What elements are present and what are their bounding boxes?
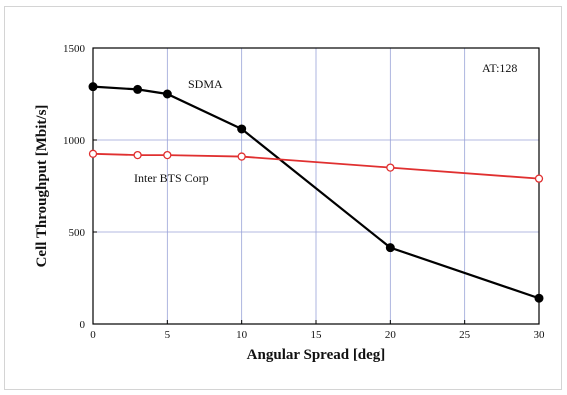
data-point-sdma	[88, 82, 98, 92]
series-line-inter-bts-corp	[92, 152, 540, 180]
x-tick-label: 10	[236, 329, 248, 341]
data-point-inter-bts-corp	[163, 150, 172, 160]
data-point-sdma	[385, 243, 395, 253]
axis-ticks: 0 5 10 15 20 25 30 0 500 1000 1500	[63, 43, 545, 341]
series-label-inter-bts-corp: Inter BTS Corp	[134, 171, 209, 185]
series-sdma	[88, 82, 544, 303]
x-tick-label: 20	[385, 329, 397, 341]
x-tick-label: 15	[311, 329, 323, 341]
y-tick-label: 1000	[63, 135, 86, 147]
x-tick-label: 5	[165, 329, 171, 341]
data-point-inter-bts-corp	[133, 150, 142, 160]
y-axis-title: Cell Throughput [Mbit/s]	[34, 105, 50, 268]
grid-lines	[92, 47, 540, 325]
y-tick-label: 0	[80, 319, 86, 331]
data-point-inter-bts-corp	[534, 174, 544, 183]
series-line-sdma	[92, 85, 540, 300]
x-tick-label: 0	[90, 329, 96, 341]
data-point-inter-bts-corp	[237, 152, 246, 161]
data-point-inter-bts-corp	[88, 149, 98, 158]
x-tick-label: 30	[534, 329, 546, 341]
data-point-sdma	[133, 84, 143, 94]
x-tick-label: 25	[459, 329, 471, 341]
annotation-at-128: AT:128	[482, 61, 517, 75]
series-inter-bts-corp	[88, 149, 544, 183]
x-axis-title: Angular Spread [deg]	[247, 347, 386, 363]
data-point-sdma	[237, 124, 247, 134]
data-point-inter-bts-corp	[386, 163, 395, 172]
series-label-sdma: SDMA	[188, 77, 223, 91]
data-point-sdma	[534, 293, 544, 303]
series-layer	[88, 82, 544, 303]
chart-frame	[4, 6, 562, 390]
data-point-sdma	[162, 89, 172, 99]
y-tick-label: 1500	[63, 43, 86, 55]
y-tick-label: 500	[69, 227, 86, 239]
